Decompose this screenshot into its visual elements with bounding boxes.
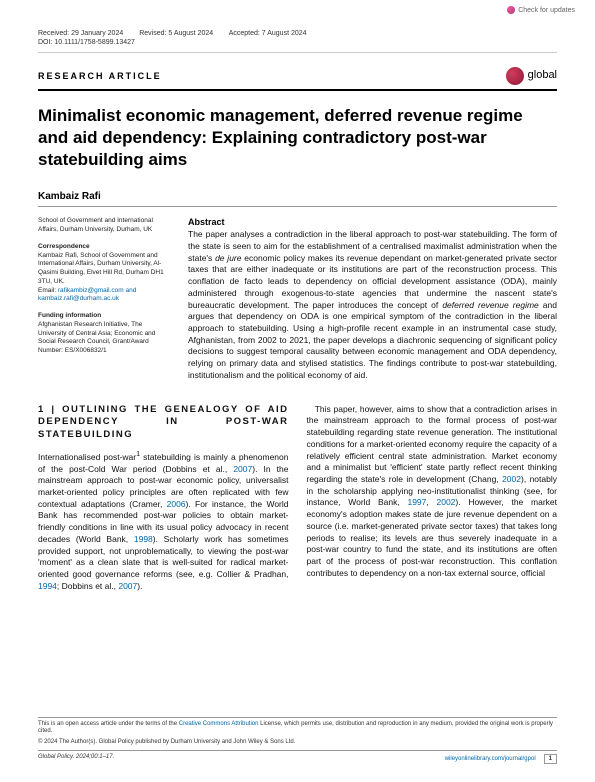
check-updates-icon	[507, 6, 515, 14]
abstract-heading: Abstract	[188, 217, 557, 227]
left-meta-column: School of Government and International A…	[38, 217, 170, 381]
body-col-left: 1 | OUTLINING THE GENEALOGY OF AID DEPEN…	[38, 404, 289, 593]
author-rule	[38, 206, 557, 207]
page-number: 1	[544, 754, 557, 764]
affiliation: School of Government and International A…	[38, 217, 170, 235]
header-band: RESEARCH ARTICLE global	[38, 67, 557, 85]
citation[interactable]: 1997	[407, 497, 426, 507]
citation[interactable]: 1998	[134, 534, 153, 544]
citation[interactable]: 2006	[167, 499, 186, 509]
citation[interactable]: 2007	[118, 581, 137, 591]
t: ,	[426, 497, 436, 507]
correspondence-body: Kambaiz Rafi, School of Government and I…	[38, 252, 170, 287]
abstract-dejure: de jure	[215, 253, 241, 263]
globe-icon	[506, 67, 524, 85]
correspondence-block: Correspondence Kambaiz Rafi, School of G…	[38, 243, 170, 304]
meta-dates: Received: 29 January 2024 Revised: 5 Aug…	[38, 30, 557, 39]
body-para-2: This paper, however, aims to show that a…	[307, 404, 558, 580]
journal-name: global	[528, 71, 557, 81]
abstract-part3: and argues that dependency on ODA is one…	[188, 300, 557, 380]
funding-block: Funding information Afghanistan Research…	[38, 312, 170, 356]
journal-url[interactable]: wileyonlinelibrary.com/journal/gpol	[445, 756, 536, 762]
author-name: Kambaiz Rafi	[38, 191, 557, 202]
abstract-column: Abstract The paper analyses a contradict…	[188, 217, 557, 381]
title-rule	[38, 89, 557, 91]
t: This is an open access article under the…	[38, 721, 179, 727]
correspondence-emails: Email: rafikambiz@gmail.com and kambaiz.…	[38, 287, 170, 305]
email-label: Email:	[38, 287, 58, 294]
body-para-1: Internationalised post-war1 statebuildin…	[38, 450, 289, 592]
page-container: Received: 29 January 2024 Revised: 5 Aug…	[0, 0, 595, 613]
t: ; Dobbins et al.,	[57, 581, 118, 591]
section-heading: 1 | OUTLINING THE GENEALOGY OF AID DEPEN…	[38, 404, 289, 442]
check-updates-label: Check for updates	[518, 7, 575, 14]
citation[interactable]: 1994	[38, 581, 57, 591]
copyright-text: © 2024 The Author(s). Global Policy publ…	[38, 739, 557, 747]
correspondence-heading: Correspondence	[38, 243, 170, 252]
license-link[interactable]: Creative Commons Attribution	[179, 721, 259, 727]
citation[interactable]: 2002	[502, 474, 521, 484]
abstract-text: The paper analyses a contradiction in th…	[188, 229, 557, 381]
article-title: Minimalist economic management, deferred…	[38, 105, 557, 171]
revised-date: Revised: 5 August 2024	[139, 30, 213, 37]
funding-body: Afghanistan Research Initiative, The Uni…	[38, 321, 170, 356]
citation[interactable]: 2007	[233, 464, 252, 474]
page-footer: This is an open access article under the…	[38, 717, 557, 764]
body-col-right: This paper, however, aims to show that a…	[307, 404, 558, 593]
footer-rule-1	[38, 717, 557, 718]
doi: DOI: 10.1111/1758-5899.13427	[38, 39, 557, 53]
check-updates-badge[interactable]: Check for updates	[507, 6, 575, 14]
citation[interactable]: 2002	[436, 497, 455, 507]
t: This paper, however, aims to show that a…	[307, 404, 558, 484]
t: ).	[137, 581, 142, 591]
journal-logo: global	[506, 67, 557, 85]
t: ). However, the market economy's adoptio…	[307, 497, 558, 577]
received-date: Received: 29 January 2024	[38, 30, 123, 37]
body-columns: 1 | OUTLINING THE GENEALOGY OF AID DEPEN…	[38, 404, 557, 593]
t: Internationalised post-war	[38, 452, 136, 462]
abstract-drr: deferred revenue regime	[442, 300, 538, 310]
meta-abstract-row: School of Government and International A…	[38, 217, 557, 381]
funding-heading: Funding information	[38, 312, 170, 321]
article-type: RESEARCH ARTICLE	[38, 71, 162, 81]
footer-rule-2	[38, 750, 557, 751]
accepted-date: Accepted: 7 August 2024	[229, 30, 307, 37]
journal-ref: Global Policy. 2024;00:1–17.	[38, 754, 114, 764]
license-text: This is an open access article under the…	[38, 721, 557, 737]
footer-bottom-row: Global Policy. 2024;00:1–17. wileyonline…	[38, 754, 557, 764]
